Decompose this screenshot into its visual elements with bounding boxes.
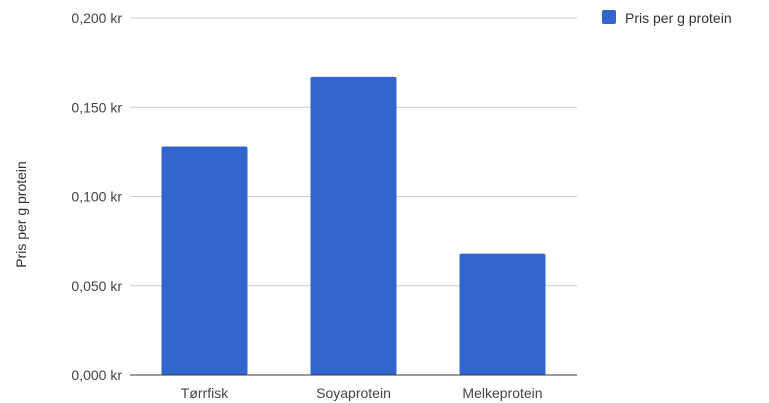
y-axis-tick-labels: 0,000 kr 0,050 kr 0,100 kr 0,150 kr 0,200 kr (71, 10, 122, 383)
legend[interactable]: Pris per g protein (602, 10, 732, 26)
y-tick-label: 0,050 kr (71, 278, 122, 294)
y-tick-label: 0,150 kr (71, 99, 122, 115)
bar[interactable] (310, 76, 397, 375)
y-axis-title: Pris per g protein (13, 161, 29, 268)
y-tick-label: 0,200 kr (71, 10, 122, 26)
legend-swatch (602, 10, 616, 24)
bar[interactable] (161, 146, 248, 375)
legend-label: Pris per g protein (625, 10, 732, 26)
x-tick-label: Soyaprotein (316, 385, 391, 401)
x-tick-label: Melkeprotein (462, 385, 542, 401)
bars (161, 76, 546, 375)
y-tick-label: 0,100 kr (71, 189, 122, 205)
x-tick-label: Tørrfisk (181, 385, 229, 401)
bar[interactable] (459, 253, 546, 375)
y-tick-label: 0,000 kr (71, 367, 122, 383)
x-axis-tick-labels: Tørrfisk Soyaprotein Melkeprotein (181, 385, 543, 401)
